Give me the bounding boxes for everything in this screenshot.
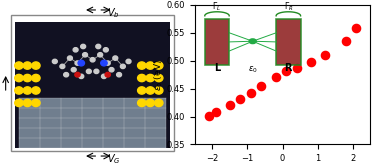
Circle shape [155,99,163,107]
Circle shape [23,62,32,69]
Text: $V_b$: $V_b$ [107,7,119,20]
Circle shape [90,58,95,62]
Circle shape [15,99,23,107]
Circle shape [60,64,65,69]
Circle shape [155,74,163,82]
Circle shape [79,74,84,79]
Circle shape [32,62,40,69]
Circle shape [155,87,163,94]
Circle shape [138,62,146,69]
Circle shape [15,74,23,82]
Circle shape [138,87,146,94]
Y-axis label: $\varepsilon_0$ (eV): $\varepsilon_0$ (eV) [153,59,165,91]
Circle shape [71,68,76,72]
Point [343,40,349,42]
Circle shape [78,60,84,66]
Circle shape [82,53,88,57]
Circle shape [126,59,131,64]
Circle shape [146,99,154,107]
Circle shape [75,61,80,65]
Circle shape [94,69,99,74]
Circle shape [15,87,23,94]
Bar [19,98,166,148]
Circle shape [138,74,146,82]
Circle shape [52,59,57,64]
Circle shape [86,69,91,74]
Point [308,61,314,64]
Circle shape [81,44,85,49]
Point [322,54,328,56]
Circle shape [23,99,32,107]
Point [237,97,243,100]
Circle shape [146,87,154,94]
Point [248,91,254,94]
Circle shape [146,74,154,82]
Circle shape [23,74,32,82]
Bar [11,15,174,151]
Point [213,111,219,113]
Circle shape [23,87,32,94]
Circle shape [120,64,125,69]
Circle shape [101,60,107,66]
Circle shape [105,61,110,65]
Circle shape [32,87,40,94]
Circle shape [104,48,108,52]
Point [294,67,300,69]
Circle shape [96,44,101,49]
Point [227,104,233,107]
Text: $V_G$: $V_G$ [107,153,120,166]
Bar [15,22,170,148]
Circle shape [98,53,103,57]
Point [206,115,212,117]
Circle shape [116,73,122,77]
Circle shape [64,73,68,77]
Circle shape [113,56,118,60]
Circle shape [73,48,78,52]
Point [273,76,279,79]
Point [353,27,359,30]
Circle shape [32,99,40,107]
Circle shape [75,72,80,77]
Circle shape [109,68,114,72]
Circle shape [155,62,163,69]
Circle shape [138,99,146,107]
Circle shape [67,56,73,60]
Circle shape [101,74,107,79]
Circle shape [15,62,23,69]
Circle shape [146,62,154,69]
Point [259,84,265,87]
Circle shape [105,72,110,77]
Circle shape [32,74,40,82]
Point [283,70,289,73]
